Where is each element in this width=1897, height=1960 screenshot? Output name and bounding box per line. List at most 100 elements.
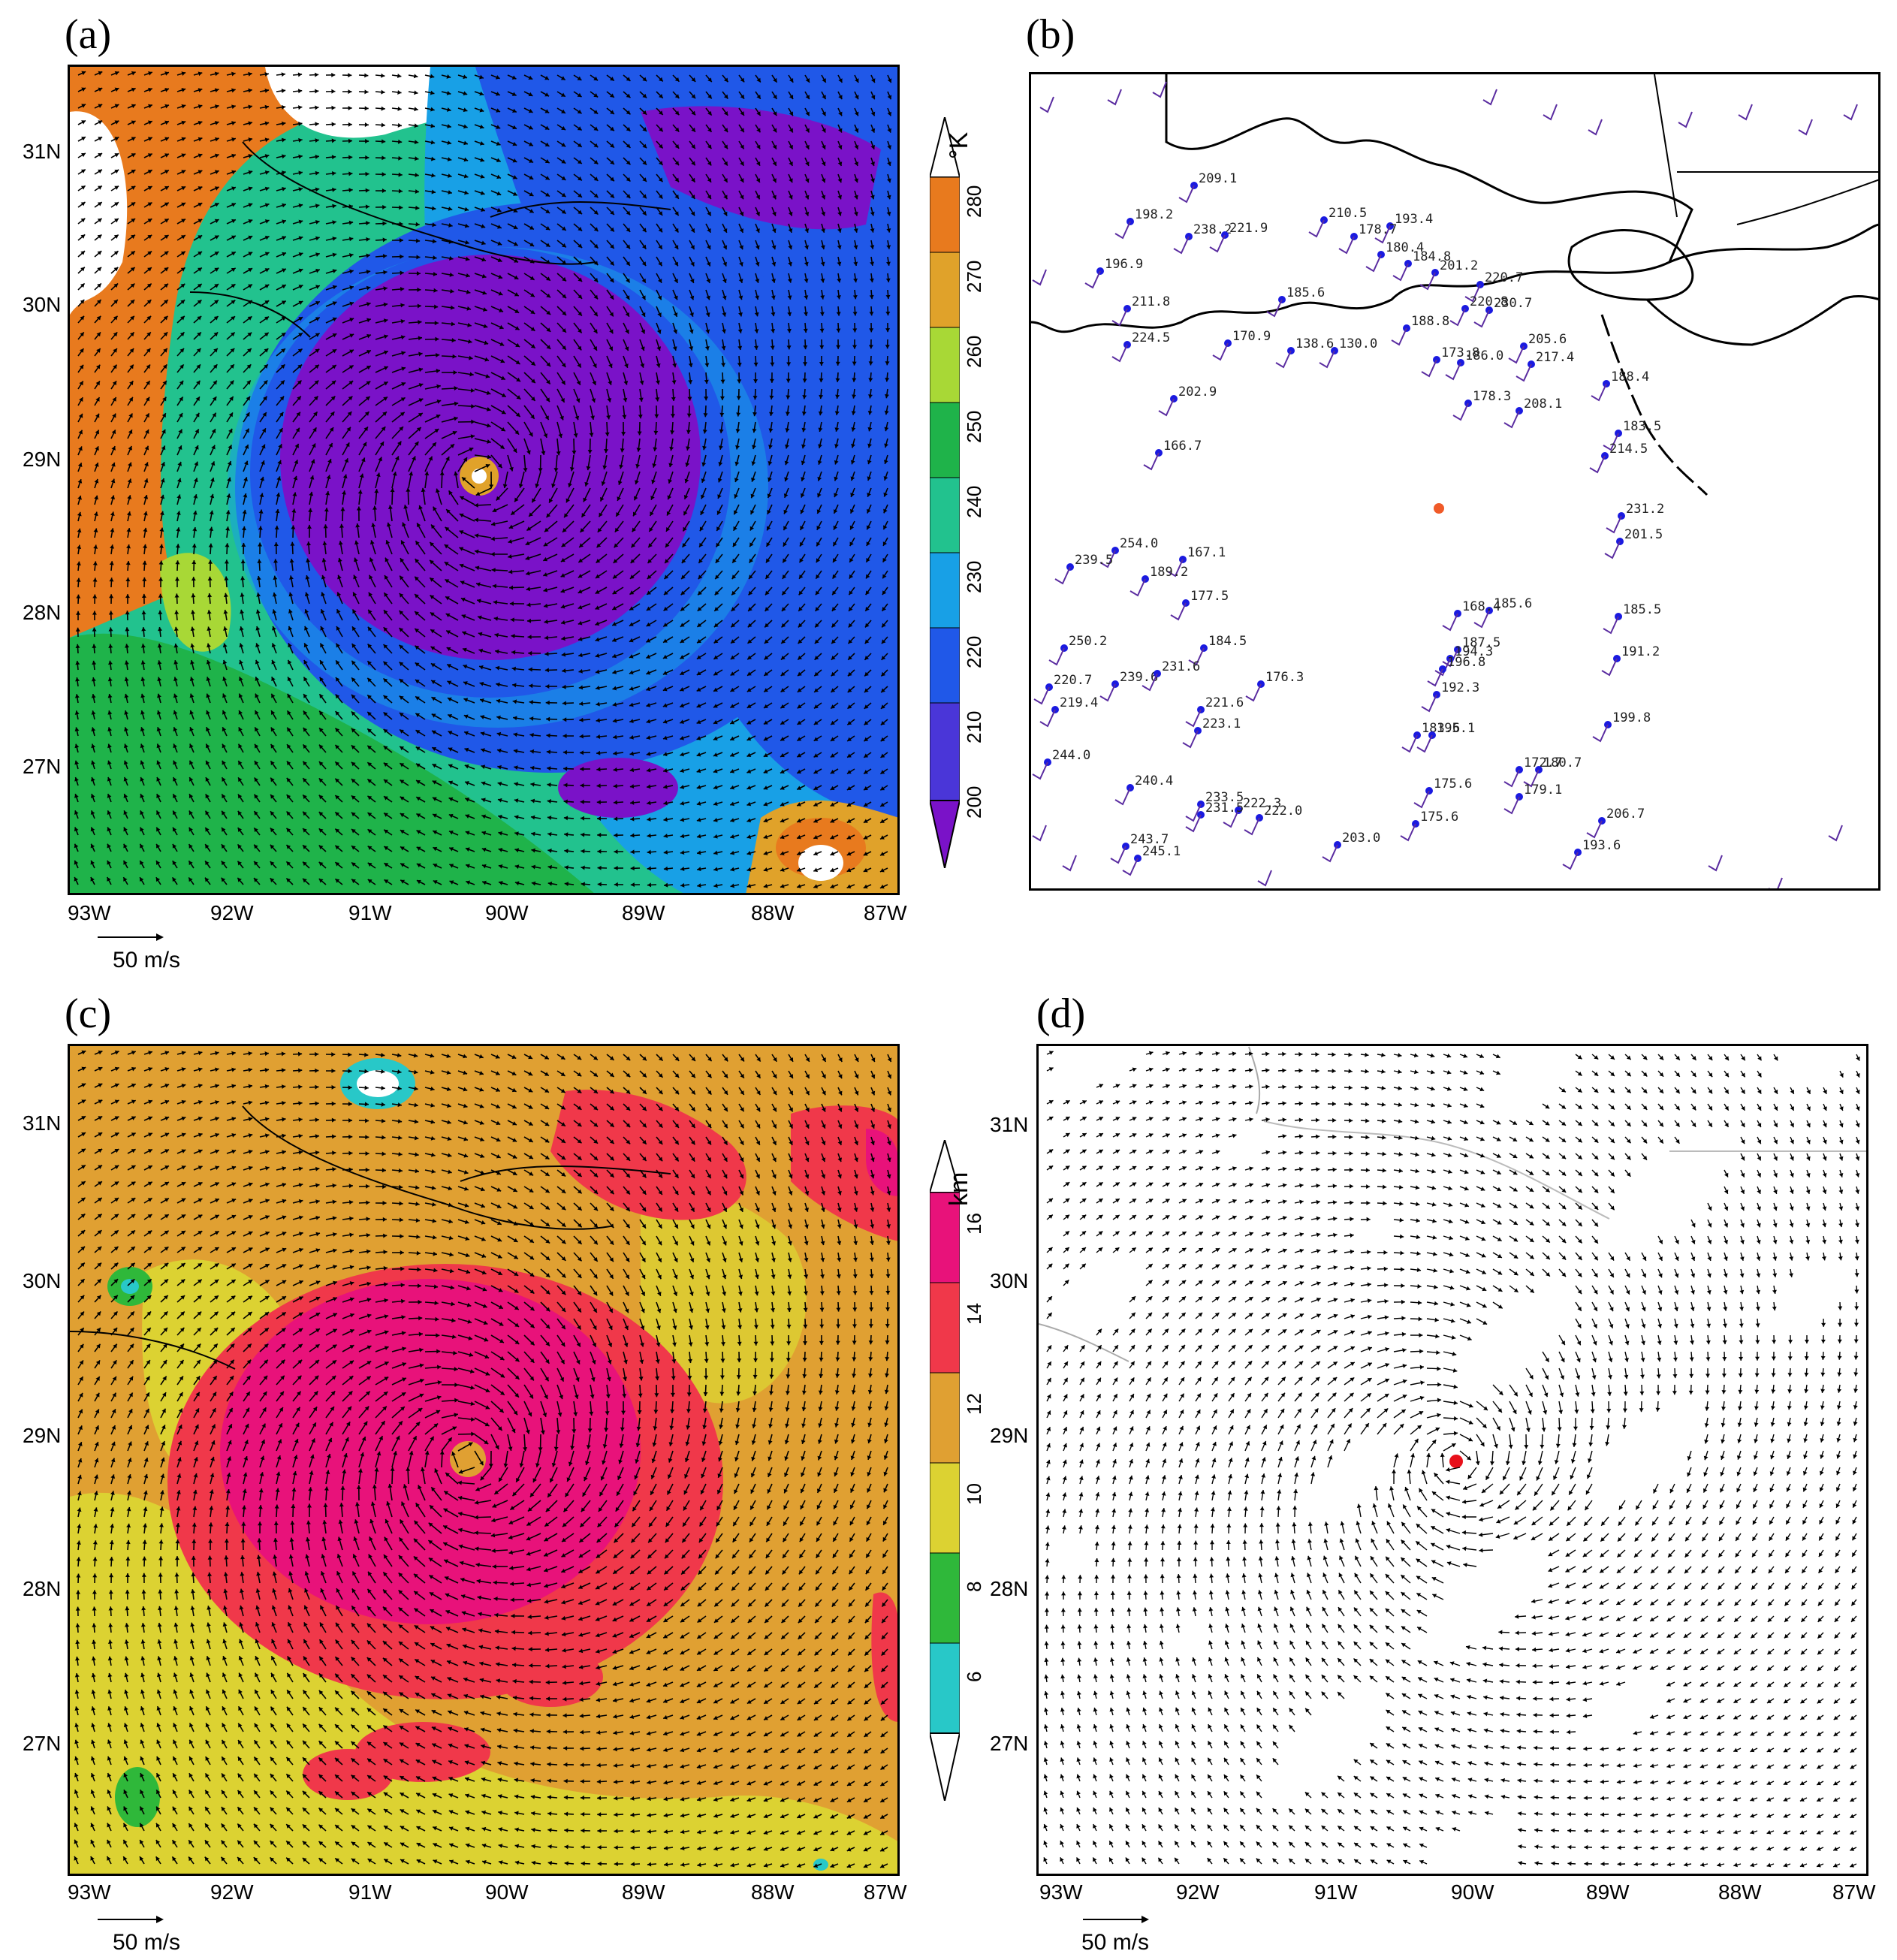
- wind-vector-head: [367, 661, 372, 665]
- wind-vector-head: [886, 194, 891, 200]
- wind-vector-head: [686, 430, 691, 434]
- wind-vector-head: [95, 381, 100, 386]
- wind-vector-head: [264, 364, 268, 369]
- wind-vector-head: [337, 557, 342, 562]
- wind-vector-head: [586, 466, 591, 471]
- wind-vector-head: [255, 609, 261, 614]
- wind-vector-head: [738, 295, 743, 300]
- wind-vector-head: [260, 476, 265, 481]
- wind-vector-head: [647, 574, 652, 579]
- wind-vector-head: [109, 561, 114, 565]
- wind-vector-head: [514, 309, 520, 313]
- wind-vector-head: [490, 552, 495, 557]
- wind-vector-head: [717, 478, 722, 483]
- wind-vector-head: [264, 235, 270, 240]
- wind-vector-head: [625, 329, 629, 334]
- wind-vector-head: [238, 693, 243, 698]
- wind-vector-head: [446, 91, 451, 95]
- wind-vector-head: [315, 236, 320, 241]
- wind-vector-head: [309, 475, 315, 480]
- wind-vector-head: [179, 380, 184, 385]
- wind-vector-head: [336, 643, 340, 648]
- wind-vector-head: [91, 694, 96, 698]
- wind-vector-head: [163, 332, 168, 337]
- wind-vector-head: [248, 104, 252, 110]
- wind-vector-head: [348, 204, 353, 209]
- wind-vector-head: [817, 460, 822, 465]
- wind-vector-head: [418, 367, 424, 372]
- wind-vector-head: [351, 677, 356, 683]
- wind-vector-head: [786, 328, 792, 333]
- wind-vector-head: [590, 415, 595, 420]
- wind-vector-head: [466, 289, 471, 294]
- wind-vector-head: [666, 526, 671, 532]
- wind-vector-head: [382, 254, 388, 259]
- wind-vector-head: [740, 128, 744, 133]
- wind-vector-head: [415, 173, 419, 178]
- wind-vector-head: [798, 607, 803, 611]
- wind-vector-head: [164, 251, 169, 255]
- wind-vector-head: [674, 245, 679, 249]
- wind-vector-head: [782, 574, 787, 579]
- wind-vector-head: [577, 76, 582, 80]
- wind-vector-head: [610, 126, 614, 131]
- wind-vector-head: [131, 87, 136, 92]
- wind-vector-head: [365, 155, 369, 160]
- wind-vector-head: [264, 203, 270, 208]
- wind-vector-head: [697, 607, 702, 611]
- wind-vector-head: [800, 541, 804, 547]
- wind-vector-head: [414, 90, 418, 95]
- wind-vector-head: [833, 541, 837, 547]
- wind-vector-head: [75, 644, 80, 649]
- wind-vector-head: [303, 643, 309, 648]
- wind-vector-head: [298, 203, 303, 208]
- wind-vector-head: [768, 477, 772, 482]
- wind-vector-head: [656, 346, 662, 351]
- wind-vector-head: [528, 92, 533, 97]
- wind-vector-head: [332, 220, 336, 225]
- wind-vector-head: [298, 252, 303, 257]
- wind-vector-head: [282, 186, 286, 191]
- wind-vector-head: [629, 590, 635, 595]
- wind-vector-head: [529, 175, 534, 179]
- wind-vector-head: [683, 511, 688, 516]
- wind-vector-head: [822, 95, 826, 100]
- wind-vector-head: [292, 492, 297, 497]
- panel-a-wind-vectors: [74, 71, 892, 889]
- wind-vector-head: [367, 695, 372, 700]
- wind-vector-head: [773, 95, 777, 99]
- wind-vector-head: [198, 219, 203, 223]
- wind-vector-head: [546, 345, 551, 349]
- wind-vector-head: [430, 123, 435, 128]
- wind-vector-head: [76, 561, 81, 565]
- wind-vector-head: [272, 593, 277, 597]
- wind-vector-head: [496, 174, 501, 179]
- wind-vector-head: [348, 220, 354, 225]
- wind-vector-head: [125, 644, 130, 648]
- wind-vector-head: [674, 127, 680, 132]
- wind-vector-head: [739, 194, 744, 200]
- wind-vector-head: [315, 122, 319, 127]
- wind-vector-head: [768, 428, 774, 433]
- wind-vector-head: [207, 576, 213, 580]
- wind-vector-head: [452, 354, 457, 359]
- wind-vector-head: [713, 639, 719, 644]
- wind-vector-head: [805, 128, 810, 133]
- wind-vector-head: [821, 178, 826, 183]
- wind-vector-head: [306, 541, 312, 546]
- wind-vector-head: [338, 541, 343, 545]
- wind-vector-head: [146, 381, 150, 385]
- wind-vector-head: [144, 462, 149, 467]
- wind-vector-head: [195, 397, 200, 402]
- wind-vector-head: [653, 430, 659, 435]
- wind-vector-head: [293, 475, 298, 481]
- wind-vector-head: [313, 396, 318, 401]
- wind-vector-head: [529, 242, 535, 246]
- wind-vector-head: [707, 161, 712, 166]
- wind-vector-head: [722, 329, 726, 333]
- wind-vector-head: [658, 161, 663, 165]
- wind-vector-head: [852, 345, 857, 349]
- wind-vector-head: [635, 480, 639, 484]
- wind-vector-head: [497, 258, 502, 263]
- wind-vector-head: [561, 143, 566, 147]
